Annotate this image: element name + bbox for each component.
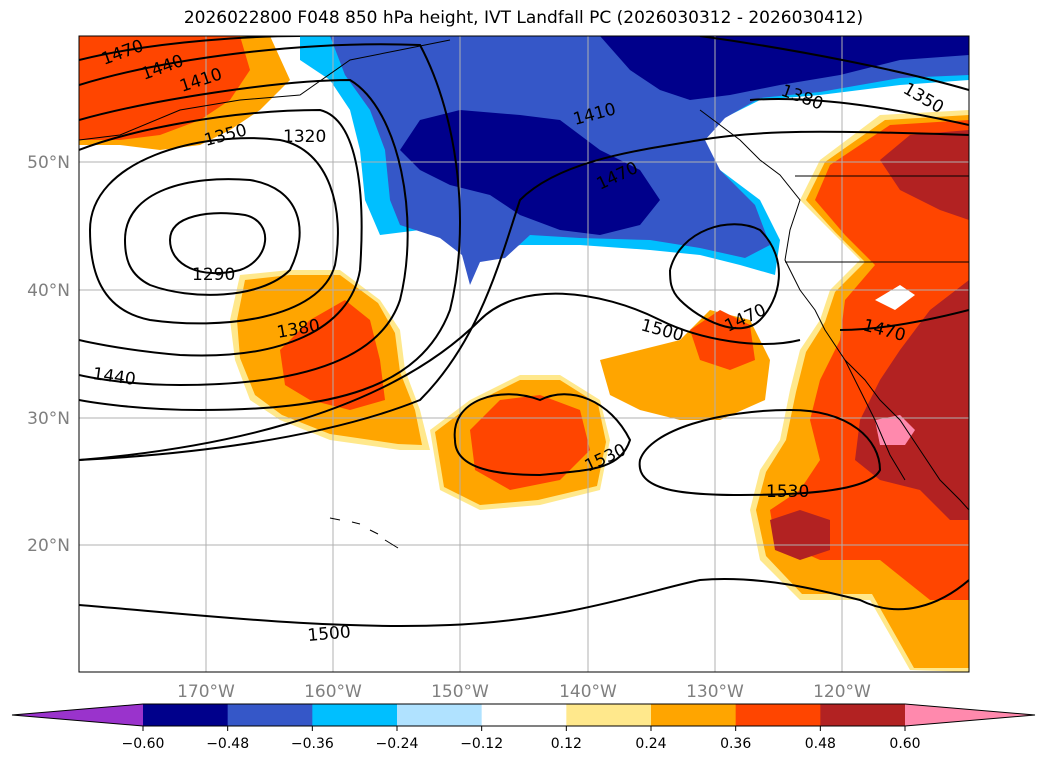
anomaly-south-red: [470, 395, 590, 490]
anomaly-blue: [330, 36, 969, 285]
colorbar: −0.60 −0.48 −0.36 −0.24 −0.12 0.12 0.24 0.36 0.4…: [11, 703, 1036, 752]
page-title: 2026022800 F048 850 hPa height, IVT Land…: [183, 8, 864, 28]
colorbar-box: [143, 704, 229, 726]
contour-1290: [168, 212, 267, 275]
contour-1530-west: [453, 393, 632, 477]
colorbar-box: [820, 704, 906, 726]
anomaly-hawaii-firebrick: [770, 510, 830, 560]
lon-label: 140°W: [559, 682, 617, 702]
colorbar-tick-label: 0.36: [720, 736, 751, 752]
lon-label: 120°W: [813, 682, 871, 702]
lon-label: 150°W: [431, 682, 489, 702]
baja-coast: [844, 359, 906, 481]
colorbar-box: [397, 704, 483, 726]
colorbar-tick-label: −0.36: [291, 736, 334, 752]
coastlines: [79, 39, 969, 549]
anomaly-nw-red: [79, 36, 250, 140]
contour-label: 1500: [307, 622, 352, 646]
contour-1470-coast: [839, 309, 969, 331]
contour-label: 1530: [766, 482, 809, 502]
colorbar-tick-label: −0.60: [122, 736, 165, 752]
contour-1500: [79, 292, 969, 627]
map-frame: [78, 35, 970, 673]
contour-1530-east: [638, 408, 882, 497]
anomaly-dark-blue-north: [600, 36, 969, 100]
anomaly-east-firebrick-north: [880, 130, 969, 220]
colorbar-box: [651, 704, 737, 726]
contour-1380: [79, 108, 363, 357]
contour-1320: [123, 178, 301, 296]
colorbar-tick-label: 0.24: [635, 736, 666, 752]
lon-label: 130°W: [686, 682, 744, 702]
aleutian-coast: [79, 39, 451, 141]
colorbar-tick-label: 0.12: [551, 736, 582, 752]
colorbar-box: [312, 704, 398, 726]
contour-1440: [79, 43, 461, 412]
north-america-coast: [699, 109, 969, 511]
colorbar-tick-label: −0.48: [206, 736, 249, 752]
contour-1350: [88, 137, 339, 325]
lon-label: 170°W: [177, 682, 235, 702]
contour-1470-east: [669, 223, 780, 330]
colorbar-tick-label: 0.60: [889, 736, 920, 752]
colorbar-box: [227, 704, 313, 726]
lat-label: 40°N: [27, 281, 70, 301]
lat-label: 20°N: [27, 536, 70, 556]
latitude-labels: 50°N 40°N 30°N 20°N: [27, 153, 70, 556]
colorbar-tick-label: −0.12: [460, 736, 503, 752]
colorbar-box: [566, 704, 652, 726]
colorbar-extend-high: [905, 704, 1035, 726]
colorbar-tick-label: −0.24: [376, 736, 419, 752]
contour-label: 1290: [192, 265, 235, 285]
contour-1410: [79, 78, 409, 387]
colorbar-extend-low: [12, 704, 143, 726]
contour-1350-east: [699, 36, 969, 91]
lat-label: 50°N: [27, 153, 70, 173]
hawaii-islands: [329, 517, 399, 549]
colorbar-tick-label: 0.48: [805, 736, 836, 752]
anomaly-inland-white-hole: [875, 285, 915, 310]
shaded-field: [79, 36, 969, 672]
lon-label: 160°W: [304, 682, 362, 702]
colorbar-box: [481, 704, 567, 726]
anomaly-east-pink: [875, 415, 915, 445]
contour-1380-east: [749, 98, 969, 126]
lat-label: 30°N: [27, 409, 70, 429]
anomaly-dark-blue: [400, 110, 660, 235]
longitude-labels: 170°W 160°W 150°W 140°W 130°W 120°W: [177, 682, 871, 702]
anomaly-east-firebrick-south: [855, 280, 969, 520]
contour-label: 1320: [283, 127, 326, 147]
colorbar-box: [735, 704, 821, 726]
